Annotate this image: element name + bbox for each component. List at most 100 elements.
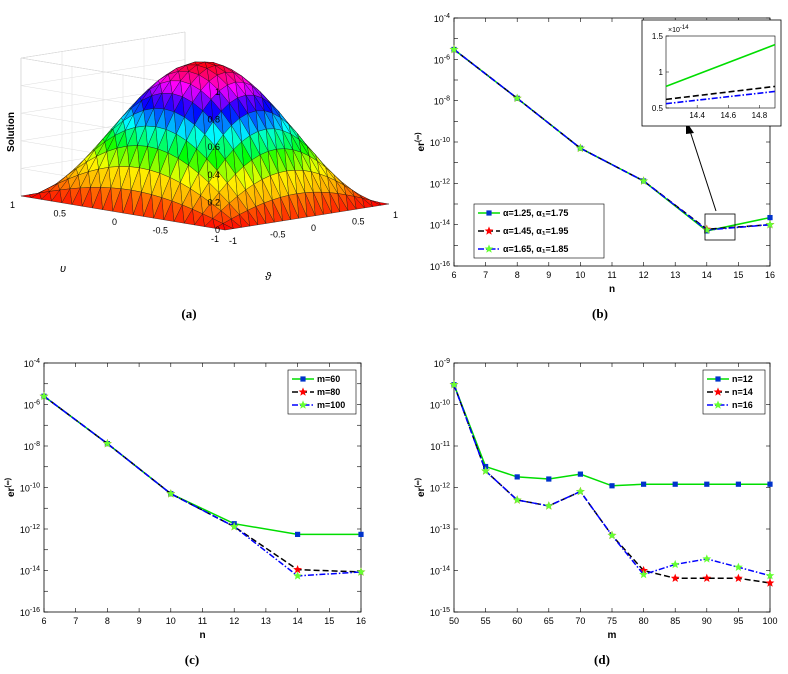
x-tick-label: 70	[575, 616, 585, 626]
y-tick-label: 10-14	[430, 566, 450, 577]
data-point	[293, 571, 302, 580]
y-tick-label: 10-10	[20, 483, 40, 494]
panel-label-a: (a)	[181, 306, 196, 321]
data-point	[298, 387, 308, 396]
inset-series-line	[665, 90, 776, 105]
data-point	[715, 376, 721, 382]
y-axis-label: er(∞)	[5, 478, 17, 497]
x-tick-label: 0	[311, 223, 316, 233]
x-tick-label: 90	[702, 616, 712, 626]
y-tick-label: -1	[211, 234, 219, 244]
y-tick-label: 0.5	[53, 209, 66, 219]
x-axis-label: m	[608, 630, 617, 641]
y-tick-label: 10-8	[434, 96, 450, 107]
x-tick-label: 55	[481, 616, 491, 626]
data-point	[734, 562, 743, 571]
surface-facet	[51, 189, 63, 204]
data-point	[670, 573, 680, 582]
data-point	[713, 387, 723, 396]
data-point	[765, 220, 775, 229]
z-tick-label: 0.6	[207, 142, 220, 152]
x-tick-label: 7	[73, 616, 78, 626]
inset-y-tick-label: 1	[659, 68, 664, 77]
data-point	[300, 376, 306, 382]
data-point	[449, 44, 459, 54]
inset-y-multiplier: ×10-14	[668, 25, 689, 34]
data-point	[702, 554, 712, 563]
data-point	[767, 214, 773, 221]
x-tick-label: 13	[261, 616, 271, 626]
x-tick-label: 12	[229, 616, 239, 626]
y-tick-label: 10-11	[430, 441, 450, 452]
y-tick-label: 0	[112, 217, 117, 227]
legend-label: n=12	[732, 374, 753, 384]
surface-plot-panel: 0 0.2 0.4 0.6 0.8 1 -1 -0.5 0 0.5 1 -1 -0.5 0 0.5 1 Solu…	[6, 31, 398, 283]
surface-mesh	[20, 61, 390, 231]
y-tick-label: 10-4	[24, 358, 40, 369]
data-point	[39, 391, 49, 400]
surface-facet	[194, 213, 205, 227]
legend-label: α=1.25, α₁=1.75	[503, 208, 568, 218]
data-point	[449, 380, 459, 389]
inset-y-tick-label: 1.5	[652, 32, 664, 41]
data-point	[295, 531, 301, 537]
data-point	[544, 501, 554, 510]
panel-label-c: (c)	[185, 652, 199, 667]
x-tick-label: 11	[607, 270, 616, 280]
surface-facet	[81, 186, 93, 209]
data-point	[546, 476, 552, 482]
x-tick-label: 85	[670, 616, 680, 626]
x-axis-label: n	[199, 630, 205, 641]
z-tick-label: 0.4	[207, 170, 220, 180]
x-tick-label: 0.5	[352, 217, 365, 227]
y-tick-label: 10-16	[430, 261, 450, 272]
x-tick-label: 80	[639, 616, 649, 626]
data-point	[576, 486, 585, 496]
x-tick-label: 10	[166, 616, 176, 626]
z-axis-label: Solution	[6, 112, 17, 152]
data-point	[765, 578, 775, 587]
data-point	[609, 483, 615, 489]
error-vs-n-alpha-panel: 6 7 8 9 10 11 12 13 14 15 1610-1610-1410-1210-1010…	[415, 13, 782, 295]
inset-x-tick-label: 14.8	[752, 111, 768, 120]
error-vs-n-m-panel: 6 7 8 9 10 11 12 13 14 15 16 10-16 10-14 10-12 10-10 10…	[5, 358, 366, 641]
surface-facet	[263, 202, 275, 224]
data-point	[639, 569, 648, 579]
x-tick-label: 65	[544, 616, 554, 626]
legend-label: n=16	[732, 400, 753, 410]
data-point	[670, 559, 680, 569]
legend-label: n=14	[732, 387, 753, 397]
surface-facet	[173, 204, 185, 224]
y-tick-label: 10-6	[434, 54, 450, 65]
x-tick-label: 60	[512, 616, 522, 626]
y-tick-label: 10-10	[430, 400, 450, 411]
surface-facet	[71, 187, 83, 207]
data-point	[765, 571, 775, 580]
panel-label-b: (b)	[592, 306, 608, 321]
y-tick-label: 10-9	[434, 358, 450, 369]
data-point	[702, 573, 712, 582]
legend: α=1.25, α₁=1.75 α=1.45, α₁=1.95 α=1.65, α₁…	[473, 203, 605, 259]
legend-label: α=1.65, α₁=1.85	[503, 244, 568, 254]
y-tick-label: 10-4	[434, 13, 450, 24]
surface-facet	[222, 223, 234, 231]
legend: m=60 m=80 m=100	[287, 369, 357, 415]
x-tick-label: 15	[324, 616, 334, 626]
x-tick-label: 1	[393, 210, 398, 220]
data-point	[512, 93, 522, 103]
data-point	[702, 225, 712, 234]
legend-label: m=100	[317, 400, 345, 410]
data-point	[577, 471, 583, 477]
legend: n=12 n=14 n=16	[702, 369, 766, 415]
y-tick-label: 10-16	[20, 607, 40, 618]
y-tick-label: 10-8	[24, 441, 40, 452]
x-tick-label: 100	[762, 616, 777, 626]
x-tick-label: 9	[546, 270, 551, 280]
y-tick-label: 10-13	[430, 524, 450, 535]
surface-facet	[132, 192, 144, 217]
inset-x-tick-label: 14.6	[720, 111, 736, 120]
legend-label: α=1.45, α₁=1.95	[503, 226, 568, 236]
surface-facet	[183, 208, 195, 226]
inset-axes	[665, 35, 776, 109]
